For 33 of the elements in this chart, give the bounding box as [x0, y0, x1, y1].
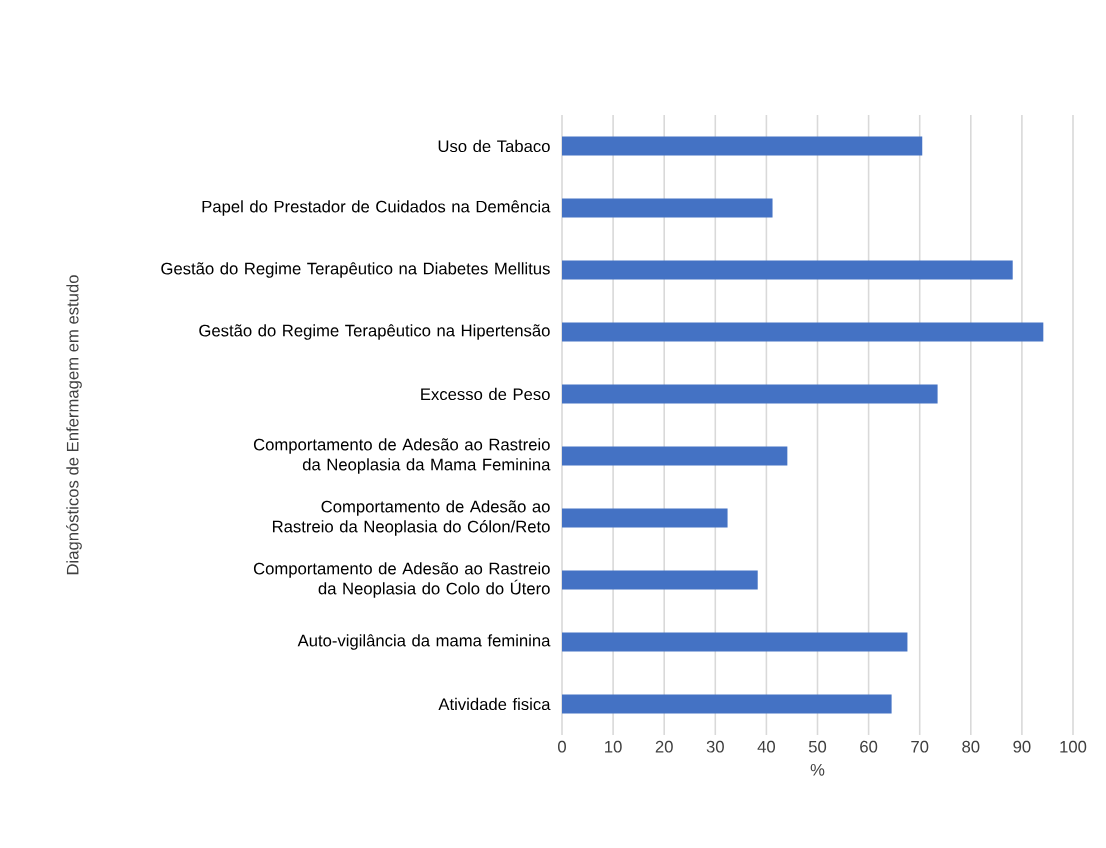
bar [562, 260, 1013, 280]
x-tick-label: 0 [558, 740, 566, 753]
bar [562, 136, 923, 156]
bar [562, 508, 728, 528]
x-tick-label: 40 [757, 740, 776, 753]
x-tick-label: 60 [860, 740, 878, 753]
bar [562, 694, 892, 714]
y-axis-title: Diagnósticos de Enfermagem em estudo [66, 275, 82, 575]
y-tick-label: Excesso de Peso [421, 387, 550, 401]
bar [562, 446, 788, 466]
y-tick-label: Gestão do Regime Terapêutico na Diabetes Mellitus [161, 262, 550, 278]
x-tick-label: 100 [1060, 740, 1087, 753]
y-tick-label: Papel do Prestador de Cuidados na Demência [202, 200, 551, 216]
y-tick-label: Atividade fisica [438, 697, 551, 711]
x-tick-label: 20 [655, 740, 673, 753]
bar [562, 322, 1044, 342]
x-tick-label: 50 [808, 740, 827, 753]
x-tick-label: 90 [1013, 740, 1031, 753]
x-tick-label: 30 [706, 740, 724, 753]
x-tick-label: 80 [962, 740, 980, 753]
x-tick-label: 10 [605, 740, 622, 753]
bar [562, 198, 773, 218]
y-tick-label: Gestão do Regime Terapêutico na Hipertensão [199, 324, 550, 340]
y-tick-label: Auto-vigilância da mama feminina [297, 634, 551, 650]
y-tick-label: Comportamento de Adesão ao Rastreio da Neoplasia da Mama Feminina [253, 438, 551, 474]
y-tick-label: Comportamento de Adesão ao Rastreio da Neoplasia do Cólon/Reto [272, 500, 550, 536]
x-tick-label: 70 [911, 740, 929, 753]
bar [562, 570, 758, 590]
y-tick-label: Uso de Tabaco [438, 139, 550, 153]
bar [562, 384, 938, 404]
y-tick-label: Comportamento de Adesão ao Rastreio da Neoplasia do Colo do Útero [253, 562, 550, 598]
x-axis-title: % [810, 763, 825, 776]
bar [562, 632, 908, 652]
